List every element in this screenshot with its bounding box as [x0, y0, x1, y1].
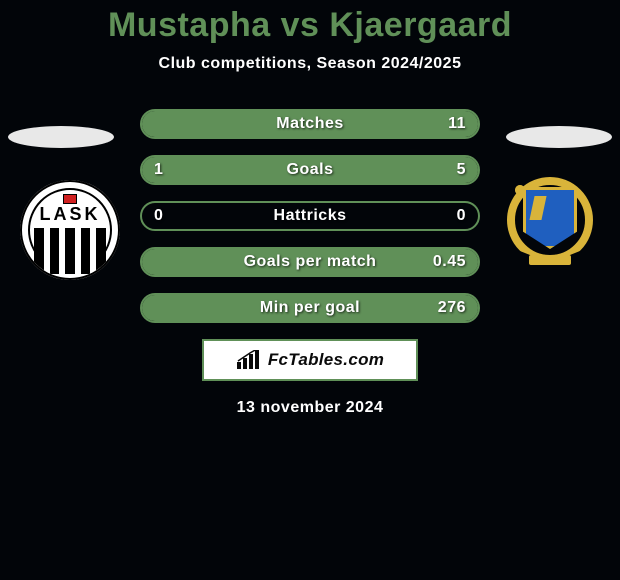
- page-title: Mustapha vs Kjaergaard: [0, 0, 620, 45]
- lask-wordmark: LASK: [22, 204, 118, 225]
- stat-fill-right: [196, 157, 478, 183]
- right-platform-ellipse: [506, 126, 612, 148]
- stat-label: Min per goal: [260, 299, 360, 317]
- left-platform-ellipse: [8, 126, 114, 148]
- subtitle: Club competitions, Season 2024/2025: [0, 55, 620, 73]
- stat-row-goals: 1 Goals 5: [140, 155, 480, 185]
- left-team-crest: LASK: [20, 180, 120, 280]
- infographic-date: 13 november 2024: [0, 399, 620, 417]
- lask-badge: LASK: [20, 180, 120, 280]
- stat-label: Goals per match: [244, 253, 377, 271]
- stats-table: Matches 11 1 Goals 5 0 Hattricks 0 Goals…: [140, 109, 480, 323]
- stat-value-right: 5: [457, 161, 466, 179]
- stat-value-left: 1: [154, 161, 163, 179]
- stat-value-left: 0: [154, 207, 163, 225]
- brand-box[interactable]: FcTables.com: [202, 339, 418, 381]
- stat-row-min-per-goal: Min per goal 276: [140, 293, 480, 323]
- stat-fill-left: [142, 157, 196, 183]
- laurel-shield-badge: [507, 177, 593, 263]
- stat-row-matches: Matches 11: [140, 109, 480, 139]
- brand-label: FcTables.com: [268, 350, 384, 370]
- stat-value-right: 0.45: [433, 253, 466, 271]
- bar-chart-icon: [236, 350, 262, 370]
- stat-label: Goals: [287, 161, 334, 179]
- right-team-crest: [500, 170, 600, 270]
- stat-value-right: 11: [448, 115, 466, 133]
- stat-value-right: 0: [457, 207, 466, 225]
- stat-value-right: 276: [438, 299, 466, 317]
- stat-label: Hattricks: [274, 207, 347, 225]
- stat-label: Matches: [276, 115, 344, 133]
- stat-row-goals-per-match: Goals per match 0.45: [140, 247, 480, 277]
- stat-row-hattricks: 0 Hattricks 0: [140, 201, 480, 231]
